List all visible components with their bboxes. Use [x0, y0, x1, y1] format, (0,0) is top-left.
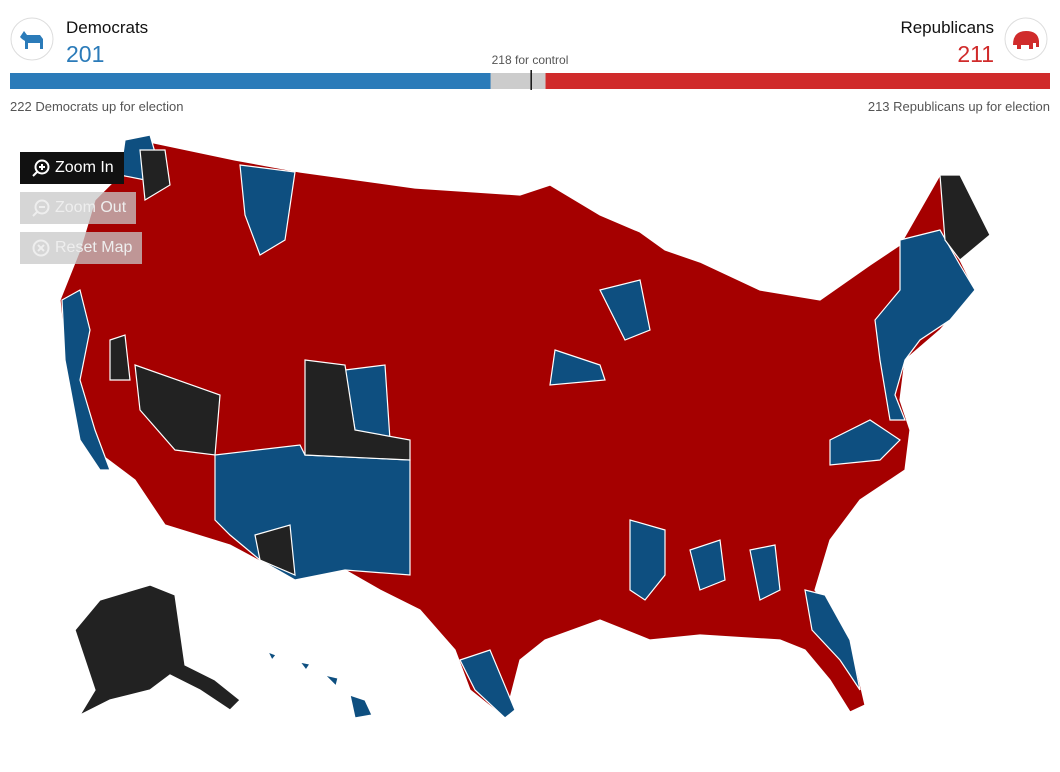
district-dem — [239, 164, 296, 256]
district-dem — [214, 444, 411, 581]
district-dem — [629, 519, 666, 601]
democrats-label: Democrats — [66, 18, 149, 37]
district-map — [59, 134, 991, 720]
district-open — [939, 174, 991, 261]
district-dem — [804, 589, 861, 691]
democrat-icon — [10, 17, 54, 61]
democrats-up-label: Democrats up for election — [35, 99, 184, 114]
democrats-bar — [10, 73, 491, 89]
republicans-seats: 211 — [957, 41, 994, 67]
zoom-out-button[interactable]: Zoom Out — [20, 192, 137, 224]
zoom-in-icon — [32, 159, 50, 177]
district-open — [254, 524, 296, 576]
republicans-up-count: 213 — [867, 99, 890, 114]
reset-icon — [32, 239, 50, 257]
district-dem — [829, 419, 901, 466]
district-dem — [599, 279, 651, 341]
democrats-up-count: 222 — [10, 99, 32, 114]
republicans-label: Republicans — [900, 18, 994, 37]
district-open — [304, 359, 411, 461]
hawaii — [266, 650, 373, 719]
zoom-out-icon — [32, 199, 50, 217]
democrats-up: 222 Democrats up for election — [10, 99, 183, 114]
district-open — [134, 364, 221, 456]
republican-icon — [1004, 17, 1048, 61]
district-dem — [749, 544, 781, 601]
zoom-out-label: Zoom Out — [55, 199, 127, 216]
district-dem — [874, 229, 976, 421]
control-label: for control — [515, 53, 569, 67]
democrats-seats: 201 — [66, 41, 105, 67]
zoom-in-button[interactable]: Zoom In — [20, 152, 124, 184]
reset-button[interactable]: Reset Map — [20, 232, 143, 264]
alaska — [74, 584, 241, 717]
district-dem — [61, 289, 111, 471]
republicans-up: 213 Republicans up for election — [868, 99, 1050, 114]
district-dem — [549, 349, 606, 386]
zoom-in-label: Zoom In — [55, 159, 114, 176]
control-seats: 218 — [491, 53, 512, 67]
district-dem — [689, 539, 726, 591]
district-open — [139, 149, 171, 202]
reset-label: Reset Map — [55, 239, 133, 256]
district-open — [109, 334, 131, 381]
seat-bar — [10, 70, 1050, 90]
republicans-bar — [545, 73, 1050, 89]
district-dem — [459, 649, 516, 719]
republicans-up-label: Republicans up for election — [893, 99, 1050, 114]
control-note: 218 for control — [0, 53, 1060, 67]
